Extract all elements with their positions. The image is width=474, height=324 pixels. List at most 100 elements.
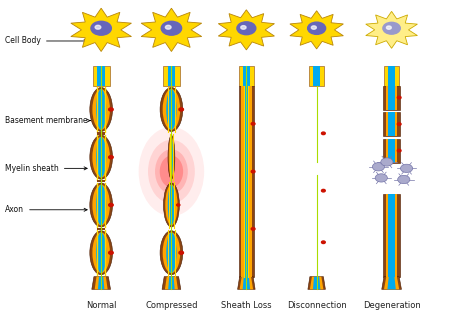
Bar — [383, 194, 400, 277]
Circle shape — [381, 158, 393, 166]
Ellipse shape — [96, 232, 106, 273]
Polygon shape — [310, 277, 323, 289]
Circle shape — [321, 132, 325, 134]
Ellipse shape — [164, 183, 179, 227]
Polygon shape — [98, 277, 104, 289]
Circle shape — [321, 241, 325, 244]
Bar — [386, 112, 398, 136]
Bar — [97, 66, 105, 86]
Polygon shape — [366, 11, 418, 48]
Polygon shape — [95, 277, 108, 289]
Bar — [383, 139, 400, 163]
Circle shape — [161, 21, 182, 35]
Text: Axon: Axon — [5, 205, 87, 214]
Circle shape — [91, 21, 111, 35]
Circle shape — [179, 251, 183, 254]
Circle shape — [95, 25, 101, 29]
Circle shape — [311, 26, 316, 29]
Circle shape — [383, 22, 400, 34]
Polygon shape — [141, 8, 202, 52]
Ellipse shape — [169, 137, 174, 178]
Ellipse shape — [96, 89, 106, 130]
Bar — [163, 66, 180, 86]
Circle shape — [397, 96, 401, 99]
Polygon shape — [243, 277, 250, 289]
Polygon shape — [71, 8, 131, 52]
Ellipse shape — [160, 87, 183, 132]
Ellipse shape — [92, 137, 110, 178]
Ellipse shape — [163, 232, 180, 273]
Polygon shape — [165, 277, 178, 289]
Ellipse shape — [90, 135, 112, 179]
Polygon shape — [168, 277, 174, 289]
Text: Compressed: Compressed — [145, 301, 198, 310]
Ellipse shape — [96, 137, 106, 178]
Circle shape — [398, 175, 410, 184]
Circle shape — [321, 190, 325, 192]
Polygon shape — [240, 277, 253, 289]
Bar — [384, 66, 399, 86]
Ellipse shape — [92, 232, 110, 273]
Ellipse shape — [90, 87, 112, 132]
Circle shape — [109, 203, 113, 206]
Polygon shape — [162, 277, 181, 289]
Text: Normal: Normal — [86, 301, 117, 310]
Circle shape — [109, 156, 113, 159]
Polygon shape — [384, 277, 399, 289]
Circle shape — [241, 26, 246, 29]
Ellipse shape — [170, 137, 173, 178]
Bar — [168, 66, 175, 86]
Circle shape — [251, 122, 255, 125]
Circle shape — [386, 26, 392, 29]
Bar — [239, 66, 254, 86]
Bar — [313, 66, 320, 86]
Bar — [93, 66, 109, 86]
Text: Degeneration: Degeneration — [363, 301, 420, 310]
Ellipse shape — [163, 89, 180, 130]
Circle shape — [397, 123, 401, 125]
Ellipse shape — [148, 140, 195, 203]
Circle shape — [237, 22, 256, 35]
Circle shape — [375, 174, 387, 182]
Bar — [388, 139, 395, 163]
Ellipse shape — [166, 232, 177, 273]
Bar — [309, 66, 324, 86]
Ellipse shape — [92, 185, 110, 225]
Polygon shape — [290, 11, 343, 49]
Ellipse shape — [90, 183, 112, 227]
Bar — [97, 180, 105, 182]
Circle shape — [177, 204, 180, 206]
Circle shape — [251, 227, 255, 230]
Bar — [239, 86, 254, 277]
Circle shape — [308, 22, 326, 34]
Circle shape — [109, 108, 113, 111]
Bar — [388, 194, 395, 277]
Bar — [243, 66, 250, 86]
Ellipse shape — [96, 185, 106, 225]
Circle shape — [401, 164, 413, 172]
Polygon shape — [387, 277, 396, 289]
Circle shape — [109, 251, 113, 254]
Ellipse shape — [165, 185, 178, 225]
Circle shape — [251, 170, 255, 173]
Ellipse shape — [160, 231, 183, 275]
Text: Myelin sheath: Myelin sheath — [5, 164, 87, 173]
Polygon shape — [237, 277, 255, 289]
Text: Sheath Loss: Sheath Loss — [221, 301, 272, 310]
Bar — [97, 227, 105, 230]
Circle shape — [179, 108, 183, 111]
Bar — [388, 66, 395, 86]
Bar — [386, 86, 398, 110]
Text: Basement membrane: Basement membrane — [5, 116, 91, 125]
Polygon shape — [382, 277, 401, 289]
Ellipse shape — [168, 185, 175, 225]
Polygon shape — [219, 10, 274, 50]
Circle shape — [373, 163, 384, 171]
Polygon shape — [92, 277, 110, 289]
Polygon shape — [313, 277, 320, 289]
Text: Disconnection: Disconnection — [287, 301, 346, 310]
Bar — [244, 86, 249, 277]
Ellipse shape — [90, 231, 112, 275]
Ellipse shape — [160, 156, 183, 188]
Bar — [383, 86, 400, 110]
